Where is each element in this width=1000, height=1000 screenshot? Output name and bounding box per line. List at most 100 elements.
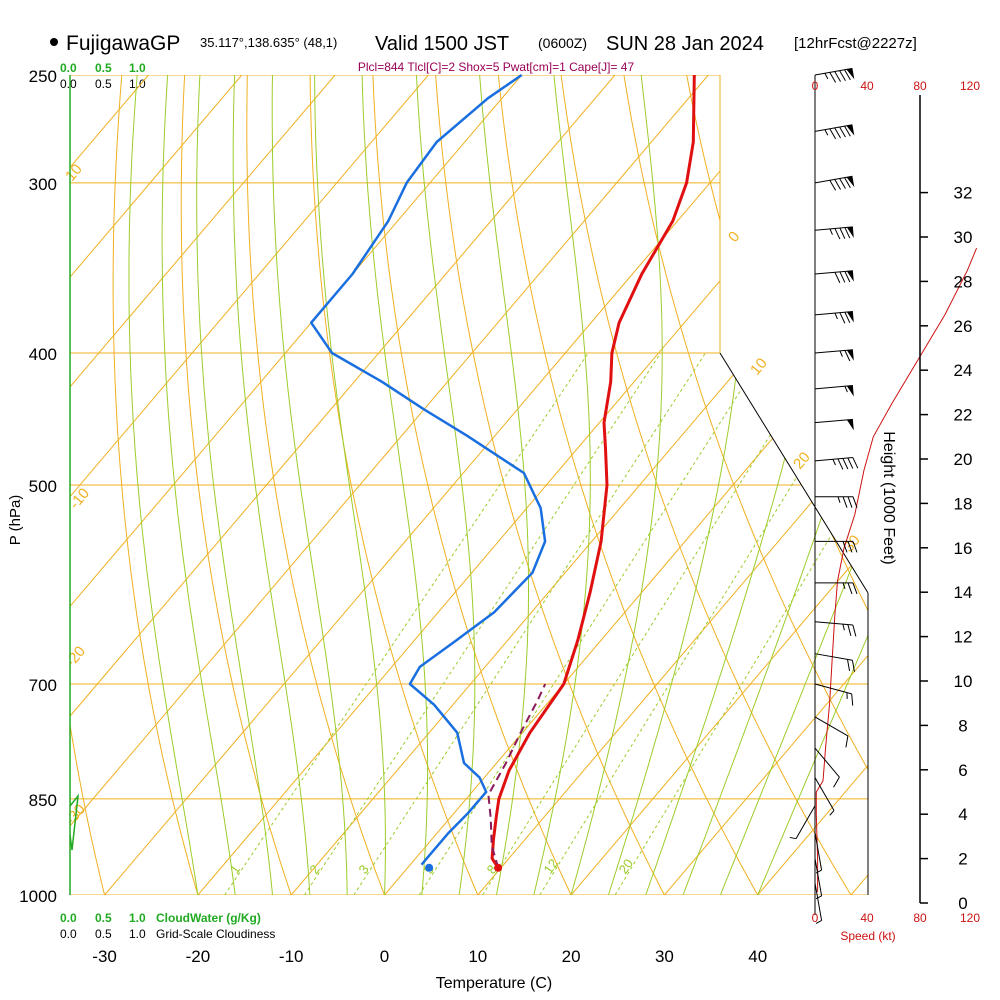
dry-adiabat-line — [435, 75, 665, 895]
wind-barb-flag — [834, 228, 841, 240]
wind-barb-half-flag — [832, 459, 836, 466]
dry-adiabat-line — [497, 75, 759, 895]
isotherm-label: 10 — [747, 355, 771, 379]
isotherm-label: -20 — [62, 643, 89, 671]
valid-zulu: (0600Z) — [538, 35, 587, 51]
wind-speed-axis-title: Speed (kt) — [840, 929, 895, 943]
wind-barb-pennant — [846, 385, 854, 397]
wind-barb-pennant — [846, 226, 854, 238]
wind-barb-flag — [847, 541, 853, 553]
isotherm-line — [70, 75, 336, 895]
wind-barb — [814, 882, 823, 924]
clipped-background — [70, 75, 868, 895]
wind-speed-profile-line — [815, 247, 978, 892]
height-axis-title: Height (1000 Feet) — [880, 431, 897, 564]
isotherm-line — [70, 75, 616, 895]
wind-barb — [814, 457, 859, 470]
wind-barb-flag — [852, 541, 858, 553]
wind-barb-flag — [851, 693, 854, 706]
wind-barb-flag — [852, 582, 858, 595]
wind-barb-flag — [844, 312, 851, 324]
pressure-tick-label: 300 — [29, 175, 57, 194]
wind-barb-half-flag — [839, 350, 843, 357]
wind-barb — [814, 777, 835, 816]
wind-barb — [815, 582, 858, 595]
wind-barb-flag — [851, 660, 855, 672]
temperature-tick-label: 10 — [468, 947, 487, 966]
temperature-tick-label: -20 — [186, 947, 211, 966]
wind-barb-flag — [834, 179, 841, 190]
wind-barb-staff — [814, 457, 853, 462]
wind-barb-half-flag — [844, 386, 848, 393]
cloudiness-top-scale: 0.0 0.5 1.0 — [60, 77, 146, 91]
mixing-ratio-label: 20 — [615, 856, 636, 876]
wind-barb-staff — [814, 385, 853, 390]
wind-barb — [814, 311, 854, 324]
moist-adiabat-line — [570, 75, 663, 895]
wind-barb — [814, 653, 855, 672]
wind-barb-flag — [839, 227, 846, 239]
wind-barb — [814, 832, 823, 874]
isotherm-line — [664, 75, 868, 895]
wind-barb-flag — [839, 271, 846, 283]
wind-barb-half-flag — [789, 836, 797, 840]
wind-barb-flag — [847, 457, 854, 469]
wind-barb — [814, 349, 854, 362]
valid-time: Valid 1500 JST — [375, 33, 509, 55]
wind-barb-staff — [814, 124, 853, 132]
height-tick-label: 32 — [954, 184, 973, 203]
wind-barb — [814, 385, 854, 397]
height-tick-label: 10 — [954, 672, 973, 691]
wind-barb-pennant — [846, 270, 854, 282]
dry-adiabat-line — [560, 75, 852, 895]
temperature-tick-label: 20 — [562, 947, 581, 966]
mixing-ratio-label: 12 — [540, 856, 561, 876]
isotherm-label: 0 — [725, 228, 743, 245]
height-tick-label: 14 — [954, 583, 973, 602]
moist-adiabat-line — [415, 75, 476, 895]
dry-adiabat-line — [112, 75, 199, 895]
pressure-tick-label: 850 — [29, 791, 57, 810]
wind-barb-staff — [814, 311, 853, 316]
dry-adiabat-line — [372, 75, 572, 895]
wind-barb-half-flag — [842, 582, 846, 590]
height-tick-label: 2 — [958, 850, 967, 869]
wind-barb — [814, 683, 854, 706]
mixing-ratio-line — [482, 352, 823, 895]
wind-barb-staff — [814, 858, 823, 896]
height-tick-label: 30 — [954, 228, 973, 247]
dry-adiabat-line — [70, 75, 106, 895]
wind-barb-half-flag — [842, 624, 845, 631]
wind-barb-flag — [844, 271, 851, 283]
wind-barb-staff — [814, 67, 853, 76]
wind-barb-half-flag — [815, 869, 822, 874]
wind-barb-half-flag — [829, 810, 835, 816]
wind-barb-flag — [852, 496, 858, 508]
wind-speed-bottom-tick: 120 — [960, 911, 980, 925]
isotherm-line — [290, 75, 868, 895]
isotherm-line — [70, 75, 243, 895]
station-dot-icon — [50, 38, 58, 46]
wind-barb-flag — [839, 126, 846, 138]
dry-adiabat-line — [623, 75, 868, 895]
wind-barb-flag — [847, 496, 853, 508]
cloudwater-tick: 0.0 — [60, 911, 77, 925]
wind-barb-flag — [842, 496, 848, 508]
mixing-ratio-line — [418, 352, 765, 895]
wind-barb-half-flag — [815, 895, 822, 900]
temperature-tick-label: 40 — [748, 947, 767, 966]
wind-barb-staff — [814, 683, 852, 695]
wind-barb-flag — [839, 70, 846, 82]
wind-barb-staff — [814, 621, 853, 626]
cloudwater-tick: 1.0 — [129, 61, 146, 75]
cloudiness-tick: 0.5 — [95, 927, 112, 941]
wind-barb — [815, 540, 858, 553]
moist-adiabat-line — [719, 75, 868, 895]
height-tick-label: 16 — [954, 539, 973, 558]
wind-barb — [814, 621, 857, 637]
isotherm-line — [104, 75, 802, 895]
wind-barb-staff — [814, 653, 853, 661]
